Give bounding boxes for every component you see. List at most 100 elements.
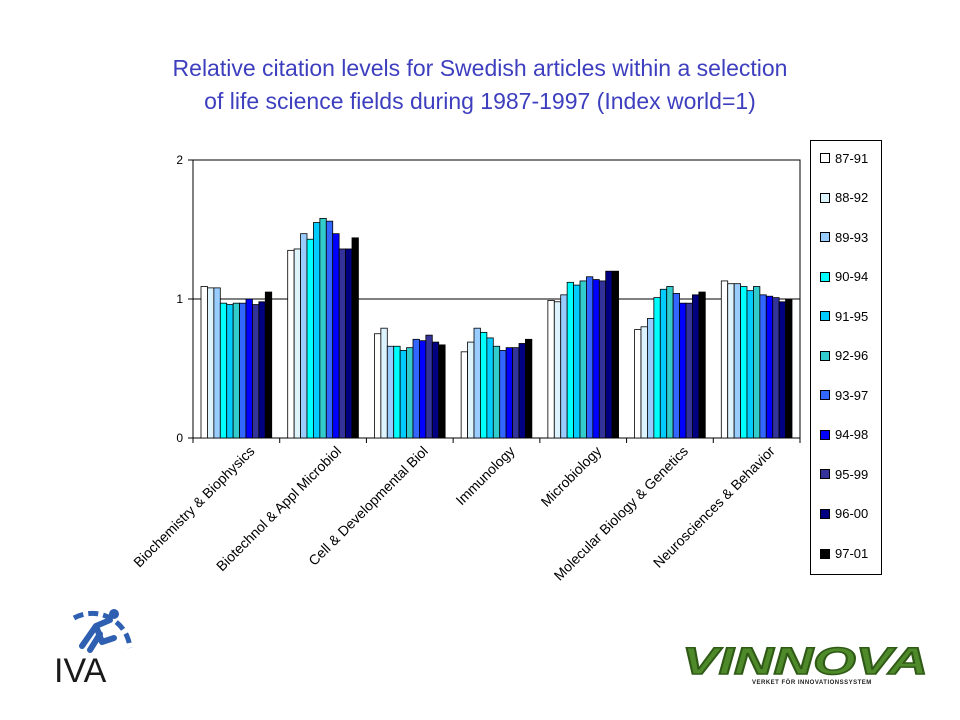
- bar-97-01: [438, 344, 446, 439]
- bar-97-01: [698, 291, 706, 439]
- bar-96-00: [778, 301, 786, 439]
- bars: [200, 217, 793, 439]
- bar-96-00: [431, 341, 440, 439]
- y-tick-label: 2: [176, 153, 183, 167]
- legend-item: 88-92: [820, 190, 869, 205]
- bar-91-95: [313, 222, 321, 439]
- bar-94-98: [505, 347, 513, 439]
- bar-87-91: [200, 286, 208, 439]
- legend-label: 90-94: [835, 269, 869, 285]
- legend-swatch: [820, 311, 830, 322]
- legend-swatch: [820, 192, 830, 203]
- bar-87-91: [287, 249, 295, 439]
- axes: [188, 159, 801, 443]
- bar-95-99: [772, 297, 780, 439]
- bar-97-01: [525, 338, 533, 439]
- bar-93-97: [412, 338, 420, 439]
- legend-swatch: [820, 153, 830, 163]
- vinnova-logo-text: VINNOVA: [682, 641, 928, 683]
- bar-93-97: [325, 220, 334, 439]
- bar-91-95: [226, 304, 234, 439]
- bar-92-96: [753, 286, 761, 439]
- legend-swatch: [820, 232, 830, 243]
- bar-88-92: [207, 287, 215, 439]
- iva-logo-text: IVA: [54, 652, 107, 688]
- bar-91-95: [573, 284, 581, 439]
- legend-item: 87-91: [820, 150, 869, 166]
- bar-92-96: [406, 347, 414, 439]
- vinnova-tagline: VERKET FÖR INNOVATIONSSYSTEM: [752, 680, 872, 686]
- legend-item: 91-95: [820, 308, 869, 324]
- bar-90-94: [566, 281, 574, 439]
- iva-logo-head: [109, 609, 119, 619]
- bar-97-01: [264, 291, 273, 439]
- bar-96-00: [518, 343, 526, 439]
- bar-87-91: [634, 329, 642, 439]
- y-tick-label: 0: [176, 431, 183, 445]
- bar-87-91: [374, 333, 382, 439]
- legend-label: 92-96: [835, 348, 869, 364]
- bar-91-95: [746, 290, 754, 439]
- iva-logo: IVA: [54, 609, 133, 688]
- bar-96-00: [258, 301, 266, 439]
- chart-title: Relative citation levels for Swedish art…: [0, 52, 960, 118]
- bar-88-92: [293, 248, 301, 439]
- bar-95-99: [512, 347, 520, 439]
- bar-90-94: [480, 331, 488, 439]
- bar-90-94: [653, 297, 661, 439]
- bar-93-97: [586, 276, 594, 439]
- bar-95-99: [598, 280, 607, 439]
- legend-item: 97-01: [820, 546, 869, 561]
- bar-90-94: [219, 302, 228, 439]
- bar-97-01: [351, 237, 359, 439]
- bar-95-99: [338, 248, 346, 439]
- legend-item: 95-99: [820, 466, 869, 482]
- legend-item: 92-96: [820, 348, 869, 364]
- chart-title-line-2: of life science fields during 1987-1997 …: [204, 88, 756, 114]
- bar-93-97: [499, 350, 507, 439]
- legend-item: 96-00: [820, 506, 868, 521]
- bar-89-93: [733, 283, 741, 439]
- legend-label: 91-95: [835, 308, 869, 324]
- bar-95-99: [425, 334, 433, 439]
- bar-90-94: [306, 238, 314, 439]
- bar-88-92: [467, 341, 475, 439]
- bar-94-98: [419, 340, 427, 439]
- bar-88-92: [380, 327, 388, 439]
- legend-label: 87-91: [835, 150, 869, 166]
- bar-92-96: [666, 286, 674, 439]
- bar-93-97: [759, 294, 767, 439]
- bar-91-95: [659, 288, 668, 439]
- bar-93-97: [239, 302, 247, 439]
- y-tick-label: 1: [176, 292, 183, 306]
- bar-96-00: [605, 270, 613, 439]
- iva-logo-figure: [79, 617, 117, 653]
- legend-swatch: [820, 429, 830, 440]
- bar-89-93: [300, 233, 308, 439]
- legend-swatch: [820, 548, 830, 559]
- bar-94-98: [245, 298, 253, 439]
- bar-94-98: [592, 279, 600, 439]
- legend-swatch: [820, 271, 830, 282]
- bar-92-96: [492, 345, 501, 439]
- legend-label: 93-97: [835, 387, 869, 403]
- bar-97-01: [611, 270, 619, 439]
- bar-89-93: [386, 345, 395, 439]
- bar-89-93: [647, 318, 655, 439]
- bar-93-97: [672, 293, 680, 439]
- legend-swatch: [820, 350, 830, 361]
- category-label: Immunology: [452, 443, 517, 508]
- bar-96-00: [692, 294, 700, 439]
- legend-label: 94-98: [835, 427, 869, 443]
- legend-label: 88-92: [835, 190, 869, 205]
- legend-item: 94-98: [820, 427, 869, 443]
- chart-title-line-1: Relative citation levels for Swedish art…: [172, 55, 788, 81]
- legend-item: 93-97: [820, 387, 869, 403]
- legend-label: 97-01: [835, 546, 869, 561]
- bar-88-92: [727, 283, 735, 439]
- vinnova-logo: VINNOVA: [681, 640, 929, 684]
- bar-94-98: [765, 295, 774, 439]
- bar-94-98: [332, 233, 340, 439]
- legend-label: 95-99: [835, 466, 869, 482]
